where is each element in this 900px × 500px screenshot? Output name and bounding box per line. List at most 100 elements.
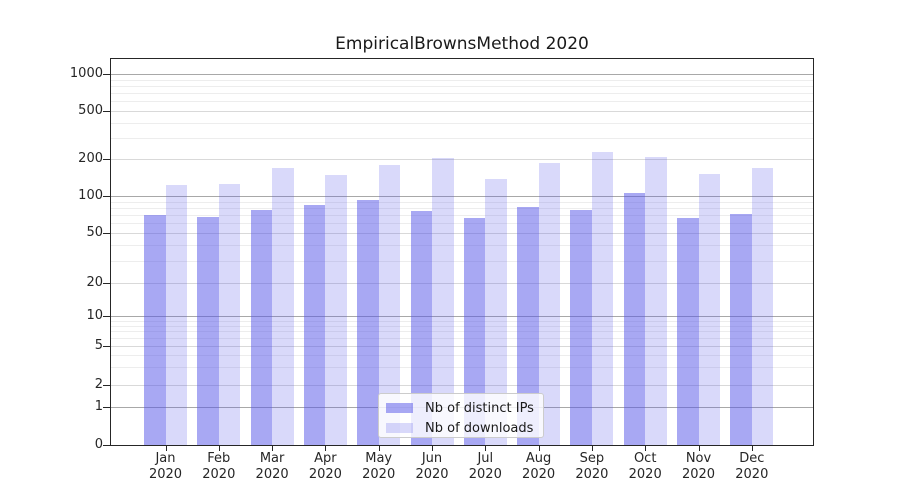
x-tick-label-jul: Jul 2020: [468, 451, 502, 482]
x-tick-mark-may: [378, 446, 380, 451]
y-tick-mark-50: [103, 232, 110, 234]
y-tick-label-0: 0: [94, 437, 103, 452]
legend-swatch-downloads: [386, 423, 413, 433]
gridline-30: [111, 260, 813, 262]
gridline-90: [111, 201, 813, 203]
gridline-200: [111, 159, 813, 161]
bar-distinct-ips-aug: [517, 207, 539, 445]
gridline-400: [111, 122, 813, 124]
x-tick-label-dec: Dec 2020: [735, 451, 769, 482]
x-tick-mark-mar: [272, 446, 274, 451]
y-tick-label-200: 200: [78, 151, 103, 167]
bar-distinct-ips-feb: [197, 217, 219, 445]
y-tick-mark-500: [103, 110, 110, 112]
gridline-8: [111, 325, 813, 327]
x-tick-label-oct: Oct 2020: [628, 451, 662, 482]
y-tick-label-50: 50: [86, 224, 103, 240]
x-tick-mark-sep: [591, 446, 593, 451]
gridline-7: [111, 331, 813, 333]
y-tick-mark-200: [103, 159, 110, 161]
gridline-700: [111, 93, 813, 94]
gridline-50: [111, 232, 813, 234]
bar-distinct-ips-jun: [410, 211, 432, 445]
x-tick-label-nov: Nov 2020: [681, 451, 716, 482]
bar-distinct-ips-jan: [144, 214, 166, 445]
y-tick-label-5: 5: [94, 337, 103, 353]
y-tick-mark-1: [103, 406, 110, 408]
y-tick-mark-20: [103, 283, 110, 285]
y-tick-mark-100: [103, 196, 110, 197]
x-tick-label-jun: Jun 2020: [415, 451, 449, 482]
bar-distinct-ips-oct: [623, 193, 646, 445]
y-tick-label-2: 2: [94, 376, 103, 392]
bar-distinct-ips-may: [357, 199, 379, 445]
bar-downloads-jun: [432, 157, 454, 445]
bar-distinct-ips-dec: [730, 214, 752, 445]
legend-label-distinct-ips: Nb of distinct IPs: [425, 400, 534, 416]
x-tick-mark-oct: [645, 446, 647, 451]
x-tick-mark-jan: [165, 446, 167, 451]
bar-downloads-sep: [591, 152, 614, 445]
bar-downloads-aug: [538, 163, 561, 445]
bar-downloads-jul: [485, 178, 507, 445]
gridline-900: [111, 79, 813, 81]
x-tick-label-mar: Mar 2020: [255, 451, 289, 482]
legend-item-downloads: Nb of downloads: [386, 420, 543, 436]
bar-distinct-ips-nov: [677, 218, 699, 445]
gridline-9: [111, 320, 813, 322]
legend-label-downloads: Nb of downloads: [425, 420, 534, 436]
gridline-20: [111, 283, 813, 285]
y-tick-label-1000: 1000: [69, 66, 103, 82]
gridline-40: [111, 245, 813, 246]
legend-swatch-distinct-ips: [386, 403, 413, 413]
x-tick-mark-jun: [432, 446, 433, 451]
legend-item-distinct-ips: Nb of distinct IPs: [386, 400, 543, 416]
y-tick-mark-0: [103, 445, 110, 446]
x-tick-label-may: May 2020: [362, 451, 396, 482]
gridline-60: [111, 223, 813, 224]
x-tick-mark-aug: [538, 446, 540, 451]
bar-downloads-mar: [272, 168, 294, 445]
gridline-100: [111, 196, 813, 197]
y-tick-label-1: 1: [94, 398, 103, 414]
gridline-10: [111, 316, 813, 318]
plot-area: [110, 58, 814, 446]
y-tick-mark-2: [103, 384, 110, 386]
x-tick-label-sep: Sep 2020: [575, 451, 609, 482]
bar-distinct-ips-sep: [570, 209, 592, 445]
gridline-300: [111, 137, 813, 139]
gridline-800: [111, 86, 813, 87]
gridline-3: [111, 367, 813, 369]
gridline-70: [111, 214, 813, 216]
bar-downloads-may: [378, 165, 401, 445]
y-tick-mark-5: [103, 345, 110, 347]
bar-downloads-nov: [698, 173, 720, 445]
x-tick-mark-dec: [751, 446, 753, 451]
gridline-1000: [111, 74, 813, 76]
bar-downloads-feb: [218, 183, 241, 445]
bar-distinct-ips-apr: [303, 205, 326, 445]
y-tick-label-500: 500: [78, 102, 103, 118]
bar-downloads-apr: [325, 174, 347, 445]
legend: Nb of distinct IPs Nb of downloads: [378, 393, 544, 438]
y-tick-mark-10: [103, 316, 110, 318]
bar-downloads-dec: [751, 167, 774, 445]
x-tick-label-apr: Apr 2020: [308, 451, 342, 482]
gridline-80: [111, 207, 813, 209]
bar-downloads-jan: [165, 185, 187, 445]
gridline-2: [111, 384, 813, 386]
gridline-4: [111, 355, 813, 357]
bar-distinct-ips-mar: [250, 209, 273, 445]
x-tick-mark-apr: [325, 446, 327, 451]
x-tick-mark-nov: [698, 446, 700, 451]
y-tick-mark-1000: [103, 74, 110, 76]
gridline-5: [111, 345, 813, 347]
chart-title: EmpiricalBrownsMethod 2020: [335, 34, 589, 54]
x-tick-mark-feb: [218, 446, 220, 451]
x-tick-label-jan: Jan 2020: [148, 451, 183, 482]
gridline-6: [111, 338, 813, 339]
bar-downloads-oct: [645, 156, 667, 445]
y-tick-label-100: 100: [78, 188, 103, 203]
gridline-600: [111, 101, 813, 103]
